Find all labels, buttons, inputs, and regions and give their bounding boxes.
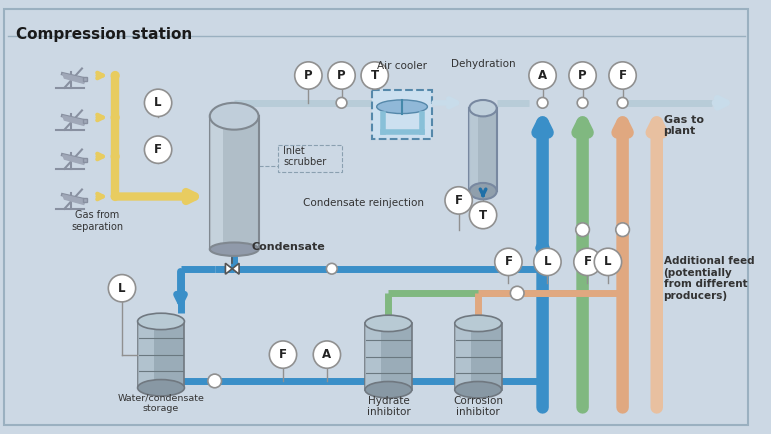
Circle shape [336,98,347,108]
Ellipse shape [470,183,497,199]
Circle shape [618,98,628,108]
Text: Condensate reinjection: Condensate reinjection [302,198,423,208]
Text: L: L [544,255,551,268]
Circle shape [510,286,524,300]
Ellipse shape [210,243,258,256]
Circle shape [328,62,355,89]
Circle shape [111,153,119,161]
Circle shape [470,201,497,229]
Polygon shape [225,263,232,274]
Circle shape [361,62,389,89]
Circle shape [208,374,221,388]
Polygon shape [62,155,86,164]
Text: Dehydration: Dehydration [451,59,515,69]
Text: Gas from
separation: Gas from separation [72,210,123,232]
Ellipse shape [455,315,502,332]
Circle shape [108,275,136,302]
Circle shape [594,248,621,276]
Circle shape [616,223,629,237]
Circle shape [529,62,556,89]
Text: F: F [455,194,463,207]
Text: L: L [118,282,126,295]
Text: Compression station: Compression station [15,27,192,42]
Circle shape [144,136,172,163]
FancyBboxPatch shape [365,323,382,390]
Circle shape [495,248,522,276]
FancyBboxPatch shape [82,77,87,81]
Circle shape [574,248,601,276]
Ellipse shape [470,100,497,116]
Text: F: F [584,255,591,268]
FancyBboxPatch shape [470,108,477,191]
Text: T: T [371,69,379,82]
Ellipse shape [137,313,184,329]
Polygon shape [62,116,86,125]
Polygon shape [62,195,86,204]
Text: L: L [154,96,162,109]
Ellipse shape [137,380,184,396]
Circle shape [111,114,119,122]
Text: A: A [322,348,332,361]
Circle shape [269,341,297,368]
Text: F: F [618,69,627,82]
FancyBboxPatch shape [137,322,154,388]
FancyBboxPatch shape [372,90,433,139]
Circle shape [111,193,119,201]
Polygon shape [232,263,239,274]
FancyBboxPatch shape [82,158,87,162]
Text: Inlet
scrubber: Inlet scrubber [283,146,326,167]
Text: Gas to
plant: Gas to plant [664,115,704,136]
FancyBboxPatch shape [210,116,224,249]
Polygon shape [62,74,86,83]
Text: P: P [304,69,313,82]
Text: F: F [504,255,513,268]
Circle shape [144,89,172,116]
Circle shape [445,187,473,214]
Text: L: L [604,255,611,268]
Circle shape [295,62,322,89]
Circle shape [326,263,337,274]
Text: F: F [154,143,162,156]
Text: Condensate: Condensate [252,242,325,252]
FancyBboxPatch shape [4,9,749,425]
Text: Water/condensate
storage: Water/condensate storage [117,394,204,413]
Text: Hydrate
inhibitor: Hydrate inhibitor [366,395,410,417]
Circle shape [534,248,561,276]
Ellipse shape [365,381,412,398]
FancyBboxPatch shape [82,119,87,123]
Ellipse shape [377,100,427,114]
Text: A: A [538,69,547,82]
FancyBboxPatch shape [455,323,471,390]
Text: Corrosion
inhibitor: Corrosion inhibitor [453,395,503,417]
Ellipse shape [455,381,502,398]
Circle shape [569,62,596,89]
Circle shape [111,72,119,79]
Circle shape [609,62,636,89]
FancyBboxPatch shape [365,323,412,390]
Text: Additional feed
(potentially
from different
producers): Additional feed (potentially from differ… [664,256,754,301]
Ellipse shape [365,315,412,332]
Text: T: T [479,209,487,221]
FancyBboxPatch shape [455,323,502,390]
Text: F: F [279,348,287,361]
FancyBboxPatch shape [210,116,258,249]
FancyBboxPatch shape [137,322,184,388]
Circle shape [576,223,589,237]
Text: Air cooler: Air cooler [377,61,427,71]
Text: P: P [337,69,346,82]
Circle shape [537,98,548,108]
Text: P: P [578,69,587,82]
Ellipse shape [210,103,258,130]
Circle shape [577,98,588,108]
FancyBboxPatch shape [470,108,497,191]
Circle shape [313,341,341,368]
FancyBboxPatch shape [82,198,87,202]
